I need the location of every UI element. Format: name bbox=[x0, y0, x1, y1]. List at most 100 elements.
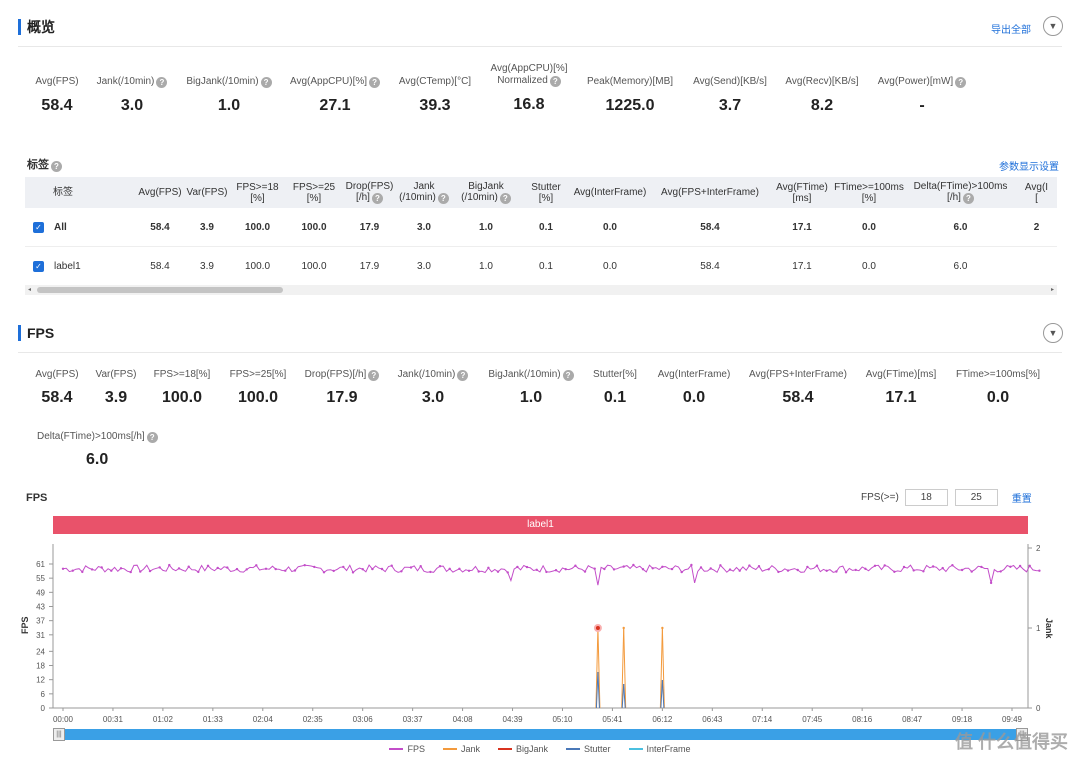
table-cell: 0.0 bbox=[862, 221, 876, 233]
jank-spike[interactable] bbox=[621, 627, 625, 709]
metric-value: 39.3 bbox=[419, 97, 451, 114]
table-header-cell[interactable]: Avg(I[ bbox=[1016, 182, 1057, 204]
table-header-cell[interactable]: BigJank (/10min)? bbox=[451, 181, 521, 204]
jank-spike[interactable] bbox=[623, 627, 627, 709]
fps-series-line[interactable] bbox=[62, 563, 1040, 586]
overview-collapse-button[interactable]: ▼ bbox=[1043, 16, 1063, 36]
help-icon[interactable]: ? bbox=[260, 77, 272, 88]
time-range-slider[interactable]: ||| ||| bbox=[53, 728, 1028, 741]
table-cell: 58.4 bbox=[150, 260, 170, 272]
table-row[interactable]: ✓ label1 58.4 3.9 100.0 100.0 17.9 3.0 1.0 0.1 0.0… bbox=[25, 247, 1057, 286]
table-header-cell[interactable]: Avg(InterFrame) bbox=[571, 187, 649, 198]
overview-metric: Jank(/10min)? 3.0 bbox=[72, 76, 192, 115]
scrollbar-thumb[interactable] bbox=[37, 287, 283, 293]
help-icon[interactable]: ? bbox=[955, 77, 967, 88]
legend-item[interactable]: FPS bbox=[389, 744, 425, 754]
legend-item[interactable]: Stutter bbox=[566, 744, 611, 754]
help-icon[interactable]: ? bbox=[371, 193, 383, 204]
scroll-left-arrow-icon[interactable]: ◂ bbox=[28, 287, 32, 293]
metric-value: 8.2 bbox=[810, 97, 834, 114]
help-icon[interactable]: ? bbox=[146, 432, 158, 443]
table-header-cell[interactable]: FTime>=100ms [%] bbox=[833, 182, 905, 204]
fps-threshold-input-2[interactable]: 25 bbox=[954, 489, 998, 506]
fps-point bbox=[322, 571, 326, 574]
fps-metric: Stutter[%] 0.1 bbox=[555, 369, 675, 407]
jank-marker[interactable] bbox=[593, 624, 602, 632]
help-icon[interactable]: ? bbox=[499, 193, 511, 204]
fps-collapse-button[interactable]: ▼ bbox=[1043, 323, 1063, 343]
fps-point bbox=[264, 567, 268, 570]
stutter-spike[interactable] bbox=[623, 683, 626, 709]
slider-right-handle[interactable]: ||| bbox=[1016, 728, 1028, 741]
table-header-cell[interactable]: FPS>=25 [%] bbox=[286, 182, 342, 204]
table-row[interactable]: ✓ All 58.4 3.9 100.0 100.0 17.9 3.0 1.0 0.1 0.0 58.… bbox=[25, 208, 1057, 247]
jank-marker[interactable] bbox=[622, 626, 625, 630]
fps-point bbox=[332, 569, 335, 573]
jank-marker[interactable] bbox=[661, 626, 664, 630]
metric-value: 100.0 bbox=[161, 389, 203, 406]
fps-point bbox=[487, 566, 490, 569]
row-checkbox[interactable]: ✓ bbox=[33, 221, 44, 233]
table-header-cell[interactable]: Avg(FTime) [ms] bbox=[771, 182, 833, 204]
row-checkbox[interactable]: ✓ bbox=[33, 260, 44, 272]
jank-spike[interactable] bbox=[595, 627, 599, 709]
reset-link[interactable]: 重置 bbox=[1011, 494, 1032, 505]
fps-metric: Jank(/10min)? 3.0 bbox=[373, 369, 493, 407]
legend-item[interactable]: Jank bbox=[442, 744, 480, 754]
jank-spike[interactable] bbox=[661, 627, 665, 709]
metric-label: Avg(FTime)[ms] bbox=[865, 369, 937, 380]
help-icon[interactable]: ? bbox=[369, 77, 381, 88]
table-header-cell[interactable]: Var(FPS) bbox=[185, 187, 229, 198]
help-icon[interactable]: ? bbox=[549, 76, 561, 87]
table-header-cell[interactable]: Jank (/10min)? bbox=[397, 181, 451, 204]
fps-point bbox=[148, 569, 152, 573]
slider-left-handle[interactable]: ||| bbox=[53, 728, 65, 741]
help-icon[interactable]: ? bbox=[51, 161, 62, 172]
x-tick-label: 05:41 bbox=[602, 715, 623, 724]
fps-point bbox=[303, 564, 306, 567]
metric-value: 6.0 bbox=[86, 451, 109, 468]
legend-item[interactable]: InterFrame bbox=[628, 744, 691, 754]
label-band[interactable]: label1 bbox=[53, 516, 1028, 534]
y-axis-label: FPS bbox=[20, 616, 30, 634]
metric-value: 3.7 bbox=[718, 97, 742, 114]
fps-metric: FPS>=18[%] 100.0 bbox=[122, 369, 242, 407]
table-header-cell[interactable]: FPS>=18 [%] bbox=[229, 182, 286, 204]
help-icon[interactable]: ? bbox=[962, 193, 974, 204]
fps-point bbox=[777, 570, 780, 574]
help-icon[interactable]: ? bbox=[156, 77, 168, 88]
help-icon[interactable]: ? bbox=[562, 370, 574, 381]
x-tick-label: 00:31 bbox=[103, 715, 124, 724]
fps-point bbox=[284, 569, 287, 572]
header-line: Avg(I bbox=[1024, 181, 1049, 193]
help-icon[interactable]: ? bbox=[368, 370, 380, 381]
table-header-cell[interactable]: Stutter [%] bbox=[521, 182, 571, 204]
jank-spike[interactable] bbox=[659, 627, 663, 709]
export-all-link[interactable]: 导出全部 bbox=[991, 25, 1031, 36]
table-header-cell[interactable]: Drop(FPS) [/h]? bbox=[342, 181, 397, 204]
fps-point bbox=[719, 564, 722, 567]
fps-point bbox=[448, 567, 451, 570]
table-header-cell[interactable]: Delta(FTime)>100ms [/h]? bbox=[905, 181, 1016, 204]
table-header-cell[interactable]: 标签 bbox=[25, 187, 135, 198]
help-icon[interactable]: ? bbox=[437, 193, 449, 204]
table-horizontal-scrollbar[interactable]: ◂ ▸ bbox=[25, 285, 1057, 295]
metric-label: Delta(FTime)>100ms[/h] bbox=[37, 431, 145, 442]
fps-point bbox=[825, 569, 828, 572]
legend-label: BigJank bbox=[515, 744, 549, 754]
fps-threshold-input-1[interactable]: 18 bbox=[904, 489, 948, 506]
stutter-spike[interactable] bbox=[661, 679, 665, 709]
table-cell: 6.0 bbox=[953, 260, 968, 272]
fps-point bbox=[999, 570, 1002, 573]
legend-item[interactable]: BigJank bbox=[497, 744, 549, 754]
table-header-cell[interactable]: Avg(FPS+InterFrame) bbox=[649, 187, 771, 198]
jank-spike[interactable] bbox=[597, 627, 601, 709]
metric-value: 58.4 bbox=[41, 97, 73, 114]
help-icon[interactable]: ? bbox=[457, 370, 469, 381]
stutter-spike[interactable] bbox=[597, 671, 600, 709]
table-header-cell[interactable]: Avg(FPS) bbox=[135, 187, 185, 198]
param-display-settings-link[interactable]: 参数显示设置 bbox=[999, 162, 1059, 173]
scroll-right-arrow-icon[interactable]: ▸ bbox=[1050, 287, 1054, 293]
overview-metric: Avg(Recv)[KB/s] 8.2 bbox=[762, 76, 882, 115]
